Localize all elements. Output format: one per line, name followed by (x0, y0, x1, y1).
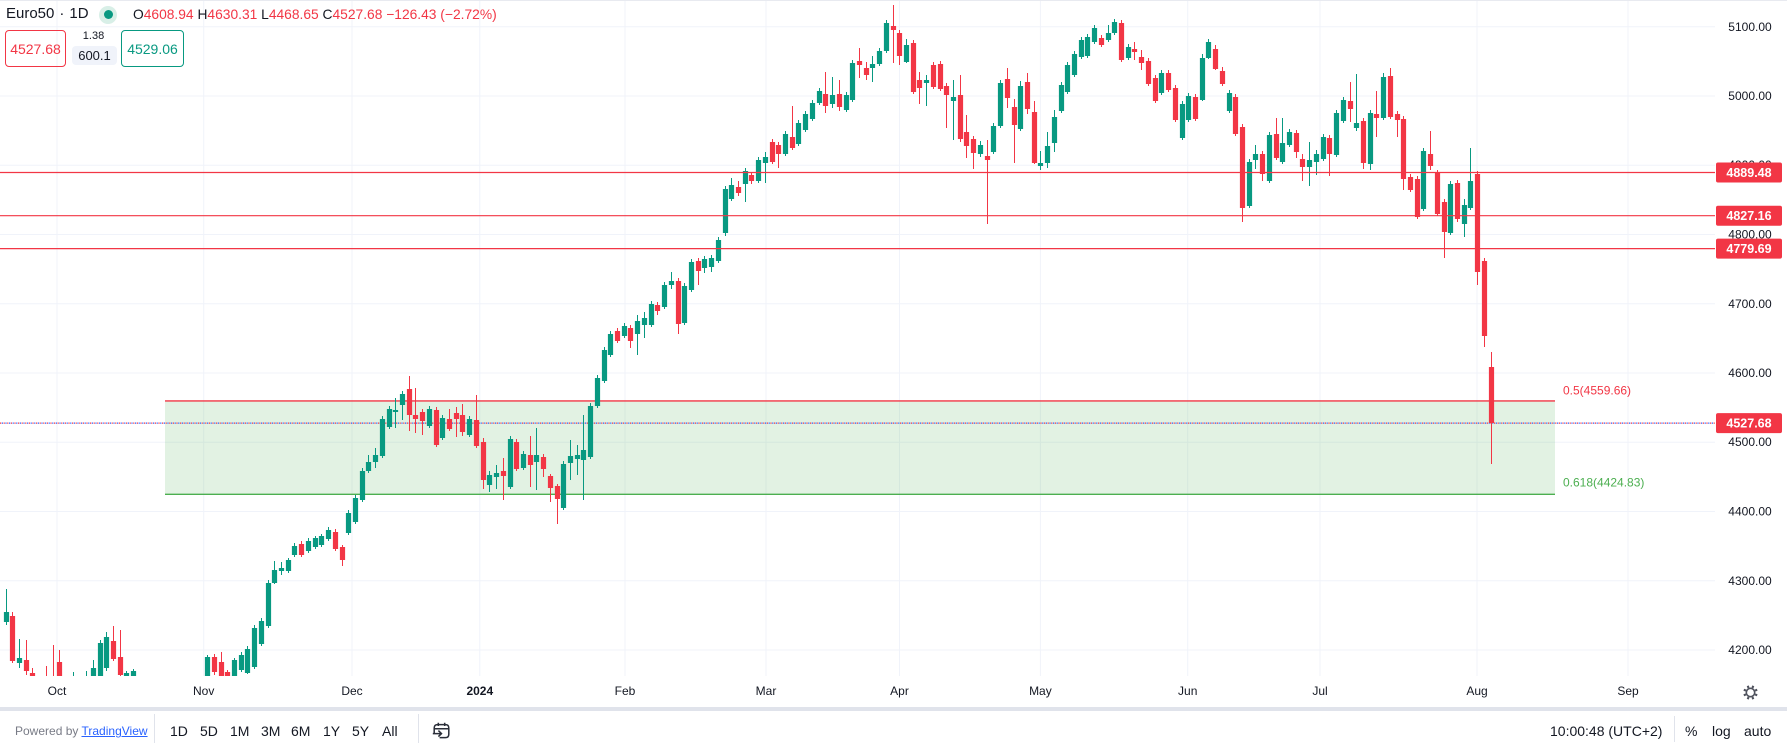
svg-text:5000.00: 5000.00 (1728, 89, 1772, 103)
svg-text:Mar: Mar (756, 684, 777, 698)
svg-text:Jun: Jun (1178, 684, 1197, 698)
svg-text:4800.00: 4800.00 (1728, 228, 1772, 242)
svg-text:Apr: Apr (890, 684, 909, 698)
svg-text:Sep: Sep (1617, 684, 1639, 698)
svg-text:4700.00: 4700.00 (1728, 297, 1772, 311)
svg-text:4500.00: 4500.00 (1728, 435, 1772, 449)
svg-text:4889.48: 4889.48 (1726, 166, 1771, 180)
svg-text:Dec: Dec (341, 684, 362, 698)
svg-text:4200.00: 4200.00 (1728, 643, 1772, 657)
svg-text:5100.00: 5100.00 (1728, 20, 1772, 34)
svg-text:2024: 2024 (466, 684, 493, 698)
svg-text:0.618(4424.83): 0.618(4424.83) (1563, 475, 1644, 489)
svg-text:Feb: Feb (615, 684, 636, 698)
svg-text:Oct: Oct (48, 684, 67, 698)
svg-text:May: May (1029, 684, 1052, 698)
svg-text:4827.16: 4827.16 (1726, 209, 1771, 223)
svg-text:Nov: Nov (193, 684, 214, 698)
svg-text:4779.69: 4779.69 (1726, 242, 1771, 256)
svg-text:0.5(4559.66): 0.5(4559.66) (1563, 383, 1631, 397)
svg-text:4300.00: 4300.00 (1728, 574, 1772, 588)
svg-text:Aug: Aug (1466, 684, 1487, 698)
svg-text:4400.00: 4400.00 (1728, 505, 1772, 519)
svg-text:Jul: Jul (1312, 684, 1327, 698)
svg-text:4600.00: 4600.00 (1728, 366, 1772, 380)
svg-text:4527.68: 4527.68 (1726, 417, 1771, 431)
